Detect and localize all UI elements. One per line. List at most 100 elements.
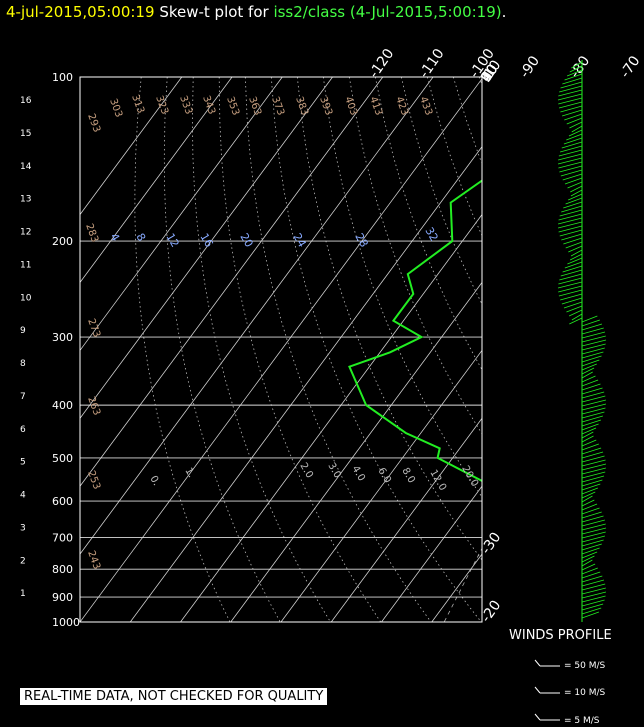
theta-label: 293 <box>85 112 102 134</box>
isotherm-line <box>583 77 644 622</box>
mixing-ratio-line <box>635 405 644 622</box>
mixing-ratio-line <box>496 405 604 622</box>
theta-label: 243 <box>85 549 102 571</box>
wind-barb <box>581 507 600 515</box>
wind-barb <box>560 293 583 301</box>
isotherm-line <box>633 77 644 622</box>
wind-barb <box>558 277 583 285</box>
wind-legend-5: = 5 M/S <box>564 716 600 726</box>
wind-barb <box>581 435 594 443</box>
theta-label: 273 <box>85 317 102 339</box>
wind-barb <box>558 213 583 221</box>
wind-barb <box>581 399 606 407</box>
wind-barb <box>581 595 606 603</box>
wind-barb <box>561 141 583 149</box>
wind-barb <box>581 339 607 347</box>
wind-barb <box>559 85 583 93</box>
wind-barb <box>557 157 583 165</box>
isotherm-line <box>180 213 482 622</box>
wind-barb <box>581 467 606 475</box>
theta-label: 343 <box>200 94 217 116</box>
dry-adiabat <box>609 77 644 622</box>
mixing-ratio-small-label: 1. <box>182 466 196 480</box>
height-km-label: 15 <box>20 129 31 139</box>
wind-barb <box>558 285 583 293</box>
wind-barb <box>565 197 583 205</box>
wind-barb <box>581 423 599 431</box>
wind-barb <box>581 583 606 591</box>
wind-barb <box>581 599 605 607</box>
pressure-tick-label: 700 <box>52 532 73 545</box>
wind-barb <box>581 527 607 535</box>
isotherm-line <box>129 145 482 622</box>
pressure-tick-label: 1000 <box>52 616 80 629</box>
mixing-ratio-label: 16 <box>197 231 215 250</box>
wind-barb <box>581 403 607 411</box>
dry-adiabat <box>400 77 482 305</box>
wind-legend-50: = 50 M/S <box>564 661 606 671</box>
height-km-label: 9 <box>20 326 26 336</box>
plot-area <box>80 77 644 622</box>
mixing-ratio-small-label: 20.0 <box>459 464 480 489</box>
theta-label: 363 <box>246 95 263 117</box>
theta-label: 313 <box>129 93 146 115</box>
wind-barb <box>581 455 605 463</box>
isotherm-line <box>80 77 183 216</box>
mixing-ratio-label: 12 <box>163 231 181 250</box>
dry-adiabat <box>163 77 281 622</box>
wind-barb <box>581 359 600 367</box>
dry-adiabat <box>557 77 644 622</box>
pressure-tick-label: 300 <box>52 331 73 344</box>
wind-barb <box>581 483 601 491</box>
dry-adiabat <box>583 77 644 622</box>
wind-barb <box>560 269 583 277</box>
wind-barb <box>581 511 602 519</box>
wind-barb <box>581 499 595 507</box>
isotherm-line <box>431 553 482 622</box>
wind-barb <box>581 315 598 323</box>
theta-label: 423 <box>393 95 410 117</box>
theta-label: 433 <box>417 95 434 117</box>
wind-barb <box>558 149 583 157</box>
wind-barb <box>581 391 605 399</box>
wind-barb <box>581 327 604 335</box>
wind-barb <box>566 117 583 125</box>
pressure-tick-label: 800 <box>52 563 73 576</box>
wind-barb <box>558 101 583 109</box>
wind-barb <box>581 415 603 423</box>
isotherm-line <box>80 77 434 555</box>
height-km-label: 2 <box>20 556 26 566</box>
wind-barb <box>563 301 583 309</box>
dewpoint-trace <box>348 179 482 483</box>
wind-barb <box>561 205 583 213</box>
mixing-ratio-label: 24 <box>290 231 308 250</box>
wind-barb <box>581 543 602 551</box>
wind-barb <box>563 137 583 145</box>
wind-barb <box>581 575 603 583</box>
top-temp-label: -120 <box>366 46 397 81</box>
isotherm-line <box>80 77 283 352</box>
wind-barb <box>581 539 604 547</box>
wind-barb <box>581 431 594 439</box>
mixing-ratio-label: 28 <box>352 231 370 250</box>
wind-barb <box>581 611 600 619</box>
mixing-ratio-label: 8 <box>133 231 148 244</box>
pressure-tick-label: 900 <box>52 591 73 604</box>
wind-barb <box>581 451 604 459</box>
wind-barb <box>570 185 583 193</box>
wind-barb <box>566 133 583 141</box>
wind-barb <box>581 355 602 363</box>
wind-barb <box>564 261 583 269</box>
wind-barb <box>581 463 607 471</box>
dry-adiabat <box>296 77 482 561</box>
wind-barb <box>581 603 604 611</box>
wind-barb <box>566 69 583 77</box>
wind-barb <box>581 567 598 575</box>
theta-label: 373 <box>269 95 286 117</box>
theta-label: 393 <box>317 95 334 117</box>
mixing-ratio-small-label: 8.0 <box>399 466 416 485</box>
height-km-label: 1 <box>20 589 26 599</box>
wind-barb <box>558 161 583 169</box>
wind-barb <box>581 515 604 523</box>
dry-adiabat <box>348 77 482 435</box>
